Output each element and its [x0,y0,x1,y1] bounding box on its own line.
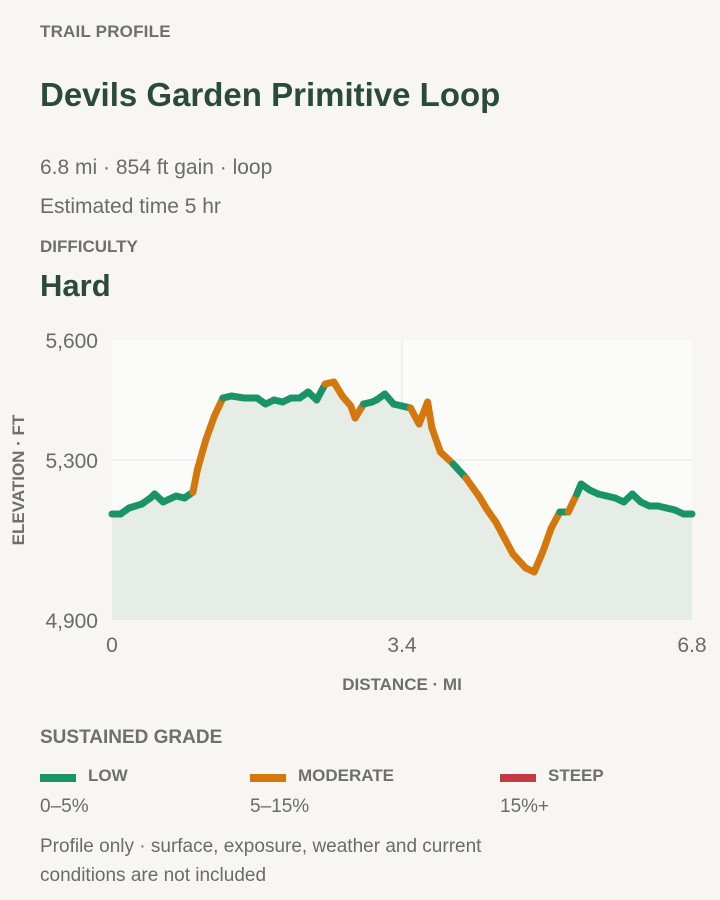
section-eyebrow: TRAIL PROFILE [40,22,171,41]
legend-range: 15%+ [500,796,550,817]
legend-swatch-low [40,774,76,782]
y-tick-label: 5,300 [45,450,98,473]
legend-range: 5–15% [250,796,310,817]
difficulty-label: DIFFICULTY [40,237,138,256]
difficulty-value: Hard [40,268,111,303]
profile-segment-moderate [202,412,218,444]
profile-segment-moderate [530,548,547,576]
elevation-area [112,382,692,620]
profile-segment-moderate [424,398,436,432]
y-tick-label: 5,600 [45,330,98,353]
elevation-chart: 5,600 5,300 4,900 0 3.4 6.8 DISTANCE · M… [9,330,707,694]
trail-stats: 6.8 mi · 854 ft gain · loop [40,156,273,179]
y-tick-label: 4,900 [45,610,98,633]
legend-label: STEEP [548,766,604,785]
estimated-time: Estimated time 5 hr [40,195,221,218]
profile-segment-moderate [462,474,483,500]
legend-swatch-steep [500,774,536,782]
x-tick-label: 6.8 [677,634,706,657]
legend-range: 0–5% [40,796,89,817]
footnote: Profile only · surface, exposure, weathe… [40,836,482,886]
trail-title: Devils Garden Primitive Loop [40,76,501,113]
legend-label: LOW [88,766,128,785]
profile-segment-moderate [189,466,201,496]
elevation-line [108,378,696,576]
x-tick-label: 0 [106,634,118,657]
legend-title: SUSTAINED GRADE [40,727,223,748]
profile-segment-moderate [193,436,210,474]
x-axis-title: DISTANCE · MI [342,675,462,694]
profile-segment-moderate [539,524,555,556]
profile-segment-moderate [428,424,444,456]
y-axis-title: ELEVATION · FT [9,414,28,545]
legend-swatch-moderate [250,774,286,782]
x-tick-label: 3.4 [387,634,417,657]
legend-label: MODERATE [298,766,395,785]
